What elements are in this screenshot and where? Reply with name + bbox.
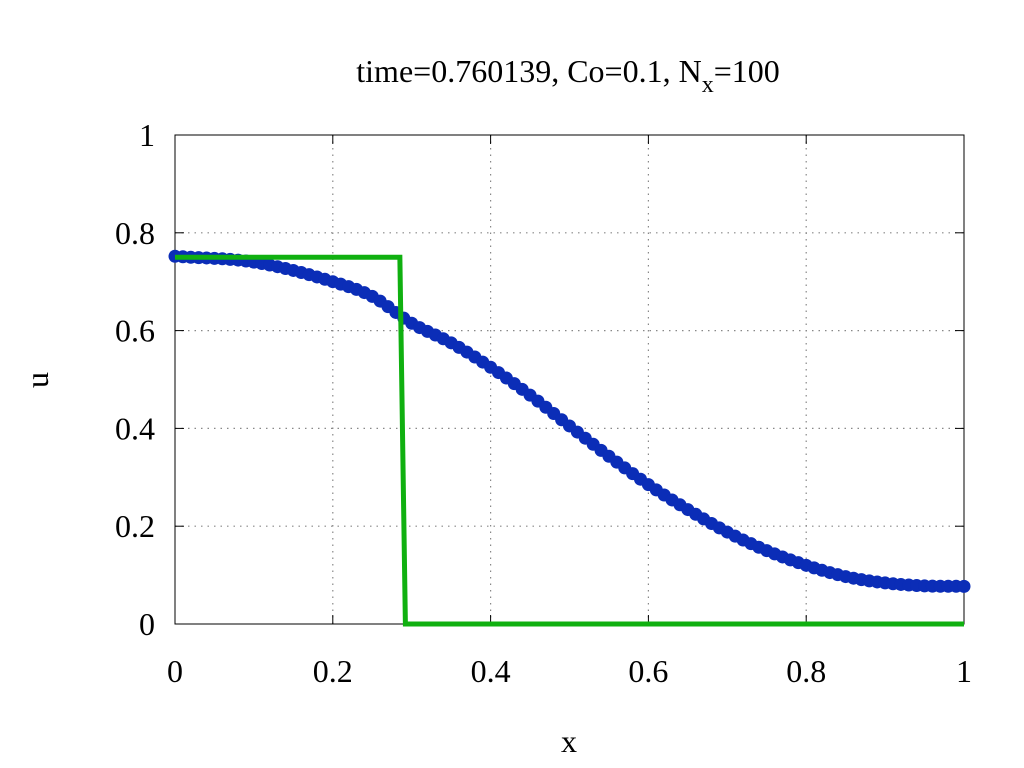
grid — [175, 135, 964, 624]
chart-title-subscript: x — [702, 72, 714, 98]
x-axis-label: x — [561, 723, 577, 759]
y-tick-label: 0.4 — [115, 410, 155, 446]
y-tick-label: 1 — [139, 117, 155, 153]
x-tick-label: 0.6 — [628, 653, 668, 689]
data-point — [957, 579, 971, 593]
y-tick-label: 0.8 — [115, 215, 155, 251]
series-line — [175, 254, 964, 627]
series-points — [168, 249, 971, 593]
x-tick-labels: 0 0.2 0.4 0.6 0.8 1 — [167, 653, 972, 689]
chart-title-prefix: time=0.760139, Co=0.1, N — [356, 53, 701, 89]
x-tick-label: 0.4 — [471, 653, 511, 689]
chart-title: time=0.760139, Co=0.1, Nx=100 — [356, 53, 779, 98]
y-axis-label: u — [19, 372, 55, 388]
x-tick-label: 0 — [167, 653, 183, 689]
x-tick-label: 1 — [956, 653, 972, 689]
y-tick-labels: 0 0.2 0.4 0.6 0.8 1 — [115, 117, 155, 642]
x-tick-label: 0.2 — [313, 653, 353, 689]
y-tick-label: 0.2 — [115, 508, 155, 544]
y-tick-label: 0 — [139, 606, 155, 642]
plot-frame — [174, 134, 965, 625]
x-tick-label: 0.8 — [786, 653, 826, 689]
series-layer — [168, 249, 971, 627]
chart-title-suffix: =100 — [714, 53, 780, 89]
ticks — [174, 134, 965, 625]
y-tick-label: 0.6 — [115, 313, 155, 349]
